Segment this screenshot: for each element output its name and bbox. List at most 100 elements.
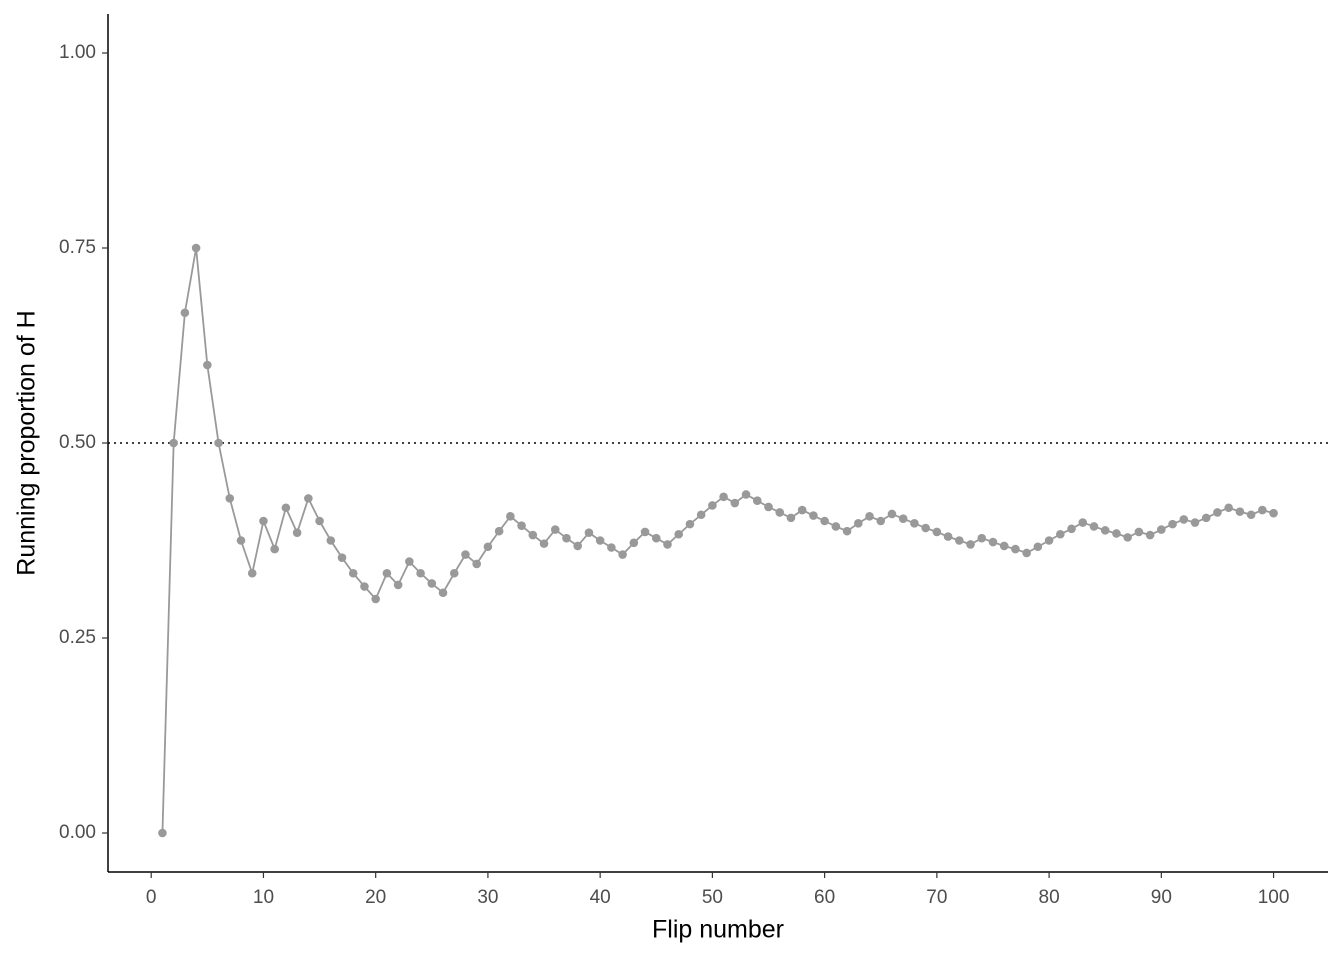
data-point [1056, 529, 1065, 539]
data-point [494, 526, 504, 536]
data-point [405, 557, 414, 566]
data-point [607, 543, 616, 552]
data-point [1112, 529, 1121, 538]
data-point [775, 508, 785, 517]
data-point [416, 568, 425, 578]
data-point [315, 516, 324, 526]
data-line [161, 247, 1274, 834]
data-point [1224, 503, 1233, 513]
data-point [977, 533, 987, 543]
data-point [752, 496, 762, 506]
data-point [719, 492, 728, 502]
data-point [247, 568, 257, 578]
data-point [1044, 536, 1054, 545]
data-point [1100, 526, 1110, 535]
data-point [1157, 525, 1166, 534]
data-point [550, 525, 560, 534]
data-point [360, 582, 369, 591]
data-point [539, 539, 549, 548]
data-point [1145, 530, 1155, 540]
data-point [988, 537, 998, 547]
data-point [270, 544, 279, 554]
data-point [562, 533, 571, 543]
data-point [618, 550, 627, 559]
data-point [348, 568, 358, 578]
data-point [1190, 518, 1200, 527]
data-point [943, 532, 953, 541]
data-point [831, 522, 841, 531]
data-point [506, 512, 515, 521]
data-point [259, 516, 268, 526]
data-point [1022, 548, 1031, 558]
y-tick-label: 0.75 [59, 237, 96, 258]
y-tick-label: 0.50 [59, 432, 96, 453]
data-point [1235, 507, 1245, 516]
data-point [966, 540, 975, 549]
data-point [1179, 515, 1189, 524]
data-point [595, 536, 605, 545]
data-point [696, 510, 706, 520]
y-tick-label: 1.00 [59, 42, 96, 63]
x-tick-label: 90 [1151, 887, 1172, 908]
data-point [640, 527, 650, 537]
y-axis-title: Running proportion of H [13, 310, 41, 575]
y-tick-label: 0.00 [59, 822, 96, 843]
data-point [955, 536, 964, 545]
data-point [730, 498, 740, 508]
data-point [921, 523, 930, 533]
data-point [809, 511, 818, 520]
data-point [1269, 508, 1278, 518]
data-point [1011, 544, 1020, 554]
x-tick-label: 60 [814, 887, 835, 908]
data-point [1123, 533, 1132, 542]
data-point [865, 512, 874, 521]
data-point [741, 490, 751, 499]
data-point [326, 536, 336, 545]
data-point [393, 580, 403, 590]
data-point [842, 526, 852, 536]
data-point [629, 538, 639, 548]
data-point [461, 550, 470, 559]
data-point [517, 521, 526, 530]
data-point [651, 533, 661, 543]
x-tick-label: 30 [477, 887, 498, 908]
data-point [371, 594, 380, 604]
data-point [898, 514, 908, 523]
data-point [180, 308, 190, 318]
data-point [427, 579, 437, 588]
x-axis-title: Flip number [652, 916, 784, 944]
data-point [528, 530, 538, 540]
data-point [214, 438, 223, 448]
data-point [663, 540, 672, 549]
x-tick-label: 80 [1039, 887, 1060, 908]
data-point [887, 509, 897, 519]
data-point [1246, 510, 1256, 520]
data-point [910, 519, 919, 528]
x-tick-label: 70 [926, 887, 947, 908]
data-point [932, 527, 942, 537]
data-point [797, 505, 807, 515]
data-point [472, 559, 481, 569]
data-point [225, 494, 235, 503]
data-point [1134, 527, 1144, 537]
data-point [674, 529, 684, 539]
data-point [1258, 505, 1267, 515]
data-point [483, 542, 493, 552]
data-point [158, 828, 167, 838]
data-point [820, 516, 829, 526]
x-tick-label: 40 [590, 887, 611, 908]
data-point [786, 513, 796, 523]
data-point [1168, 519, 1177, 529]
data-point [999, 541, 1009, 551]
data-point [382, 568, 392, 578]
data-point [236, 536, 246, 545]
data-point [1033, 542, 1043, 552]
x-tick-label: 0 [146, 887, 157, 908]
data-point [685, 519, 695, 529]
data-point [191, 243, 201, 253]
data-point [169, 438, 178, 448]
data-point [1201, 513, 1211, 523]
data-point [203, 360, 212, 370]
data-point [438, 588, 448, 598]
